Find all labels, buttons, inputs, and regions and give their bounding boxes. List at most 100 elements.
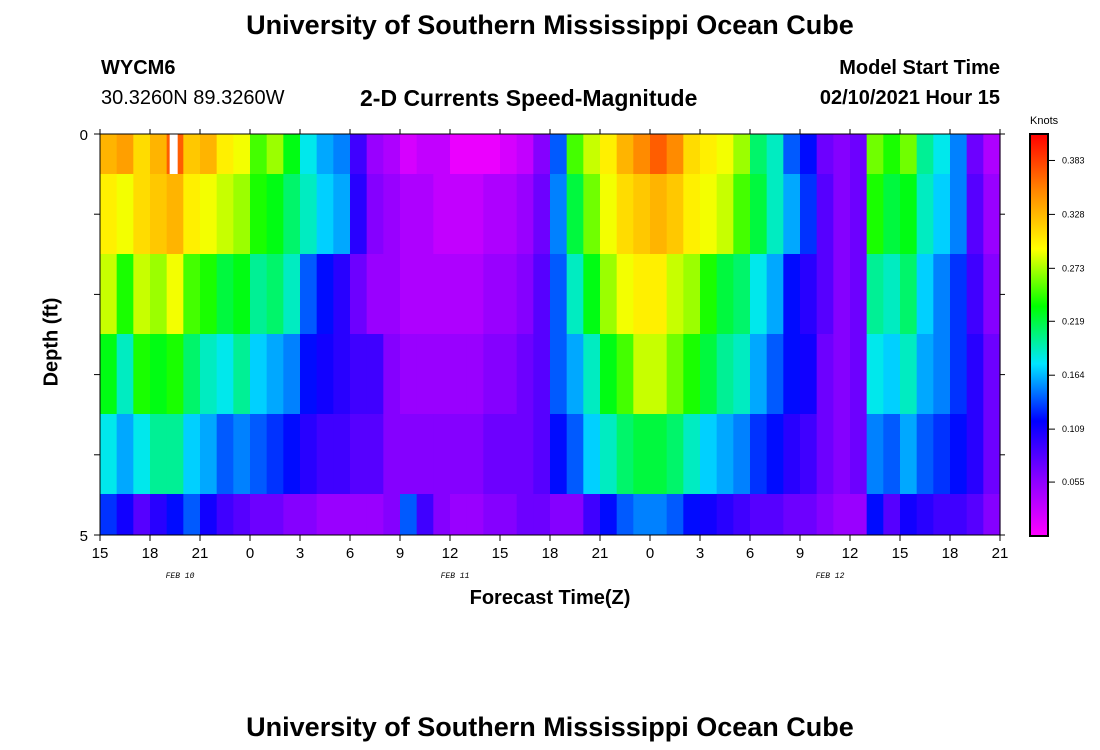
heatmap-cell — [166, 174, 184, 254]
date-label: FEB 12 — [816, 572, 845, 581]
x-tick-label: 0 — [246, 545, 254, 562]
heatmap-cell — [483, 334, 501, 414]
colorbar-tick-label: 0.219 — [1062, 316, 1085, 326]
heatmap-cell — [183, 134, 201, 174]
heatmap-cell — [583, 254, 601, 334]
heatmap-cell — [816, 334, 834, 414]
heatmap-cell — [333, 334, 351, 414]
heatmap-cell — [816, 254, 834, 334]
heatmap-cell — [550, 174, 568, 254]
heatmap-cell — [933, 254, 951, 334]
heatmap-cell — [183, 334, 201, 414]
heatmap-cell — [366, 494, 384, 535]
heatmap-cell — [750, 134, 768, 174]
heatmap-cell — [150, 334, 168, 414]
heatmap-cell — [383, 494, 401, 535]
heatmap-cell — [416, 494, 434, 535]
heatmap-cell — [516, 254, 534, 334]
heatmap-cell — [966, 414, 984, 494]
heatmap-cell — [216, 414, 234, 494]
heatmap-cell — [566, 174, 584, 254]
heatmap-cell — [533, 134, 551, 174]
heatmap-cell — [166, 254, 184, 334]
heatmap-cell — [400, 134, 418, 174]
heatmap-cell — [216, 494, 234, 535]
heatmap-cell — [100, 254, 118, 334]
heatmap-cell — [166, 494, 184, 535]
heatmap-cell — [150, 494, 168, 535]
heatmap-cell — [383, 174, 401, 254]
heatmap-cell — [266, 134, 284, 174]
x-tick-label: 6 — [746, 545, 754, 562]
heatmap-cell — [216, 254, 234, 334]
heatmap-cell — [350, 334, 368, 414]
heatmap-cell — [650, 494, 668, 535]
heatmap-cell — [666, 174, 684, 254]
heatmap-cell — [250, 174, 268, 254]
heatmap-cell — [850, 494, 868, 535]
footer-title: University of Southern Mississippi Ocean… — [246, 712, 854, 742]
x-tick-label: 0 — [646, 545, 654, 562]
heatmap-cell — [683, 254, 701, 334]
heatmap-cell — [900, 494, 918, 535]
x-tick-label: 3 — [296, 545, 304, 562]
heatmap-cell — [633, 334, 651, 414]
heatmap-cell — [300, 134, 318, 174]
heatmap-cell — [883, 134, 901, 174]
heatmap-cell — [400, 494, 418, 535]
heatmap-cell — [116, 334, 134, 414]
heatmap-cell — [883, 494, 901, 535]
heatmap-cell — [916, 174, 934, 254]
y-axis-title: Depth (ft) — [40, 297, 63, 387]
heatmap-cell — [266, 174, 284, 254]
heatmap-cell — [466, 334, 484, 414]
heatmap-cell — [900, 414, 918, 494]
heatmap-cell — [950, 134, 968, 174]
heatmap-cell — [833, 254, 851, 334]
heatmap-cell — [983, 414, 1001, 494]
heatmap-cell — [950, 414, 968, 494]
heatmap-cell — [433, 134, 451, 174]
heatmap-cell — [600, 334, 618, 414]
heatmap-cell — [333, 134, 351, 174]
x-tick-label: 6 — [346, 545, 354, 562]
heatmap-cell — [266, 334, 284, 414]
heatmap-cell — [466, 254, 484, 334]
heatmap-cell — [716, 494, 734, 535]
heatmap-cell — [483, 254, 501, 334]
heatmap-cell — [733, 254, 751, 334]
heatmap-cell — [566, 334, 584, 414]
heatmap-cell — [516, 334, 534, 414]
heatmap-cell — [433, 174, 451, 254]
station-id: WYCM6 — [101, 57, 176, 79]
heatmap-cell — [683, 334, 701, 414]
heatmap-cell — [116, 254, 134, 334]
heatmap-cell — [700, 134, 718, 174]
heatmap-cell — [466, 134, 484, 174]
heatmap-cell — [583, 134, 601, 174]
heatmap-cell — [950, 494, 968, 535]
heatmap-cell — [416, 174, 434, 254]
heatmap-cell — [483, 134, 501, 174]
heatmap-cell — [916, 494, 934, 535]
heatmap-cell — [683, 174, 701, 254]
heatmap-cell — [883, 254, 901, 334]
heatmap-cell — [450, 134, 468, 174]
heatmap-cell — [483, 494, 501, 535]
heatmap-cell — [616, 174, 634, 254]
heatmap-cell — [766, 254, 784, 334]
heatmap-cell — [833, 414, 851, 494]
heatmap-cell — [783, 494, 801, 535]
heatmap-cell — [866, 414, 884, 494]
heatmap-cell — [333, 254, 351, 334]
heatmap-cell — [550, 134, 568, 174]
heatmap-cell — [933, 334, 951, 414]
heatmap-cell — [116, 174, 134, 254]
heatmap-cell — [666, 254, 684, 334]
colorbar-tick-label: 0.055 — [1062, 477, 1085, 487]
heatmap-cell — [766, 334, 784, 414]
heatmap-cell — [883, 174, 901, 254]
heatmap-cell — [866, 134, 884, 174]
heatmap-cell — [316, 494, 334, 535]
